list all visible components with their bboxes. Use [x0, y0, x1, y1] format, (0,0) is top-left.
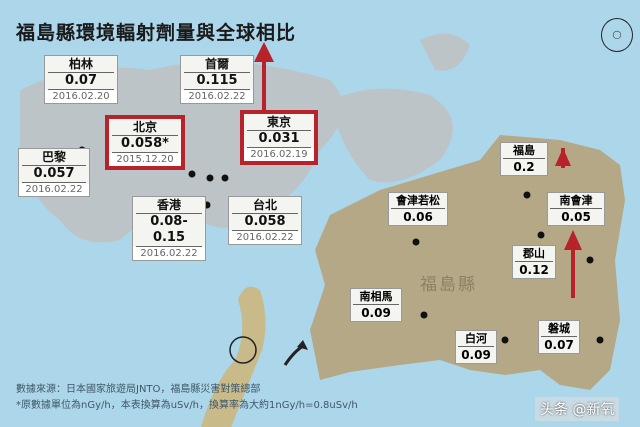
dose-value: 0.058* — [112, 135, 178, 153]
prefecture-label: 福島縣 — [420, 275, 477, 295]
measure-date: 2016.02.22 — [19, 183, 89, 196]
dose-value: 0.08-0.15 — [136, 213, 202, 247]
city-label-box: 香港 0.08-0.15 2016.02.22 — [132, 196, 206, 261]
dose-value: 0.05 — [561, 210, 591, 224]
measure-date: 2016.02.19 — [244, 148, 314, 161]
site-label-box: 白河 0.09 — [455, 330, 497, 364]
dose-value: 0.12 — [519, 263, 549, 277]
city-name: 首爾 — [204, 57, 229, 71]
site-name: 南相馬 — [353, 289, 399, 305]
city-name: 柏林 — [68, 57, 93, 71]
site-name: 福島 — [503, 143, 545, 159]
publisher-logo: ◯ — [601, 18, 633, 52]
city-label-box: 東京 0.031 2016.02.19 — [240, 110, 318, 165]
site-name: 白河 — [458, 331, 494, 347]
page-title: 福島縣環境輻射劑量與全球相比 — [16, 22, 297, 44]
dose-value: 0.057 — [22, 165, 86, 183]
dose-value: 0.2 — [513, 160, 535, 174]
city-label-box: 巴黎 0.057 2016.02.22 — [18, 148, 90, 197]
city-name: 香港 — [156, 198, 181, 212]
dose-value: 0.06 — [403, 210, 433, 224]
japan-outline — [200, 286, 266, 427]
source-note: 數據來源：日本國家旅遊局JNTO，福島縣災害對策總部 — [16, 384, 261, 395]
city-name: 東京 — [266, 115, 291, 129]
measure-date: 2016.02.22 — [133, 247, 205, 260]
dose-value: 0.115 — [184, 72, 250, 90]
fukushima-location-circle — [229, 336, 257, 364]
dose-value: 0.09 — [361, 306, 391, 320]
dose-value: 0.07 — [544, 338, 574, 352]
site-label-box: 會津若松 0.06 — [388, 192, 448, 226]
city-label-box: 北京 0.058* 2015.12.20 — [105, 115, 185, 170]
city-name: 巴黎 — [41, 150, 66, 164]
site-label-box: 南相馬 0.09 — [350, 288, 402, 322]
site-label-box: 福島 0.2 — [500, 142, 548, 176]
measure-date: 2016.02.22 — [229, 231, 301, 244]
site-name: 南會津 — [550, 193, 602, 209]
site-name: 會津若松 — [391, 193, 445, 209]
dose-value: 0.031 — [247, 130, 311, 148]
city-label-box: 柏林 0.07 2016.02.20 — [44, 55, 118, 104]
dose-value: 0.058 — [232, 213, 298, 231]
dose-value: 0.09 — [461, 348, 491, 362]
increase-arrows — [254, 42, 582, 298]
unit-note: *原數據單位為nGy/h，本表換算為uSv/h，換算率為大約1nGy/h=0.8… — [16, 400, 358, 411]
measure-date: 2016.02.22 — [181, 90, 253, 103]
site-name: 磐城 — [541, 321, 577, 337]
measure-date: 2016.02.20 — [45, 90, 117, 103]
site-label-box: 郡山 0.12 — [512, 245, 556, 279]
site-name: 郡山 — [515, 246, 553, 262]
site-label-box: 南會津 0.05 — [547, 192, 605, 226]
measure-date: 2015.12.20 — [109, 153, 181, 166]
site-label-box: 磐城 0.07 — [538, 320, 580, 354]
dose-value: 0.07 — [48, 72, 114, 90]
city-label-box: 台北 0.058 2016.02.22 — [228, 196, 302, 245]
watermark: 头条 @新氧 — [535, 397, 620, 421]
city-label-box: 首爾 0.115 2016.02.22 — [180, 55, 254, 104]
city-name: 台北 — [252, 198, 277, 212]
city-name: 北京 — [132, 120, 157, 134]
